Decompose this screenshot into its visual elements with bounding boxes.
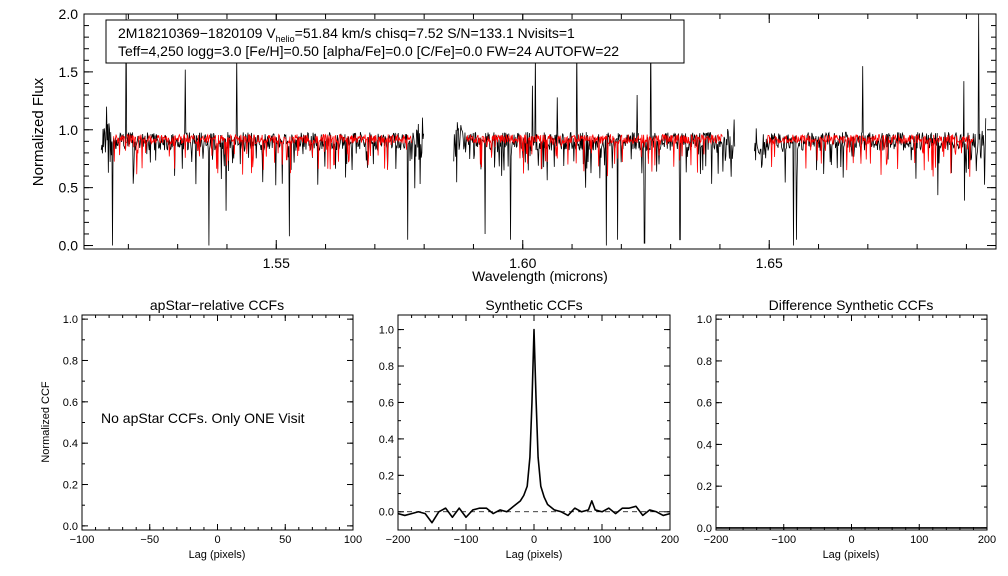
synthetic-ccf-series <box>397 328 671 524</box>
y-tick-label: 0.4 <box>697 439 712 451</box>
y-tick-label: 0.2 <box>697 481 712 493</box>
x-tick-label: 200 <box>661 534 679 546</box>
model-spectrum-chip-2 <box>465 133 723 177</box>
x-tick-label: 0 <box>214 534 220 546</box>
y-tick-label: 0.8 <box>63 355 78 367</box>
difference-ccf-panel: Difference Synthetic CCFs −200 −100 0 100 20… <box>697 297 996 561</box>
observed-spectrum-chip-3 <box>754 13 987 246</box>
no-ccf-message: No apStar CCFs. Only ONE Visit <box>101 410 305 426</box>
apstar-ccf-title: apStar−relative CCFs <box>150 297 284 313</box>
x-tick-label: 100 <box>910 534 928 546</box>
y-tick-label: 1.0 <box>59 122 79 138</box>
y-tick-label: 0.0 <box>697 523 712 535</box>
annotation-box <box>105 19 685 64</box>
spectrum-series <box>100 13 987 246</box>
synthetic-ccf-panel: Synthetic CCFs −200 −100 0 100 200 0.0 0.2 0.4 0… <box>379 297 679 561</box>
x-tick-label: 100 <box>344 534 362 546</box>
y-tick-label: 1.0 <box>379 325 394 337</box>
synthetic-ccf-line <box>397 328 671 524</box>
x-tick-label: −100 <box>70 534 95 546</box>
difference-ccf-title: Difference Synthetic CCFs <box>769 297 934 313</box>
y-tick-label: 0.6 <box>63 397 78 409</box>
y-tick-label: 0.5 <box>59 180 79 196</box>
synthetic-ccf-title: Synthetic CCFs <box>485 297 582 313</box>
model-spectrum-chip-1 <box>113 133 413 175</box>
x-tick-label: −50 <box>140 534 159 546</box>
spectrum-frame <box>83 13 997 250</box>
synthetic-ccf-x-label: Lag (pixels) <box>506 549 563 561</box>
y-tick-label: 0.0 <box>59 238 79 254</box>
x-tick-label: −200 <box>704 534 729 546</box>
y-tick-label: 0.0 <box>63 521 78 533</box>
apstar-ccf-panel: apStar−relative CCFs −100 −50 0 50 100 0.0 0.2… <box>40 297 362 561</box>
x-tick-label: 200 <box>978 534 996 546</box>
x-tick-label: 50 <box>279 534 291 546</box>
y-tick-label: 0.4 <box>379 434 394 446</box>
y-tick-label: 1.0 <box>63 314 78 326</box>
spectrum-annotation: 2M18210369−1820109 Vhelio=51.84 km/s chi… <box>105 19 685 64</box>
y-tick-label: 0.4 <box>63 438 78 450</box>
x-tick-label: −200 <box>386 534 411 546</box>
spectrum-y-label: Normalized Flux <box>30 77 47 186</box>
y-tick-label: 0.0 <box>379 507 394 519</box>
x-tick-label: 0 <box>531 534 537 546</box>
difference-ccf-axes: −200 −100 0 100 200 0.0 0.2 0.4 0.6 0.8 1.0 <box>697 314 996 546</box>
y-tick-label: 0.6 <box>697 398 712 410</box>
x-tick-label: 100 <box>593 534 611 546</box>
y-tick-label: 2.0 <box>59 6 79 22</box>
y-tick-label: 0.6 <box>379 397 394 409</box>
x-tick-label: −100 <box>771 534 796 546</box>
spectrum-x-label: Wavelength (microns) <box>472 268 608 284</box>
x-tick-label: 0 <box>848 534 854 546</box>
y-tick-label: 1.5 <box>59 64 79 80</box>
apstar-ccf-y-label: Normalized CCF <box>40 381 52 463</box>
x-tick-label: −100 <box>454 534 479 546</box>
annotation-line-1: 2M18210369−1820109 Vhelio=51.84 km/s chi… <box>118 25 575 44</box>
difference-ccf-frame <box>715 314 988 531</box>
difference-ccf-x-label: Lag (pixels) <box>823 549 880 561</box>
y-tick-label: 0.8 <box>697 356 712 368</box>
annotation-line-2: Teff=4,250 logg=3.0 [Fe/H]=0.50 [alpha/F… <box>118 43 619 59</box>
y-tick-label: 0.2 <box>379 470 394 482</box>
apstar-ccf-axes: −100 −50 0 50 100 0.0 0.2 0.4 0.6 0.8 1.0 <box>63 314 362 546</box>
observed-spectrum-chip-2 <box>453 31 736 246</box>
model-spectrum-chip-3 <box>766 133 974 177</box>
spectrum-axes: 1.55 1.60 1.65 0.0 0.5 1.0 1.5 2.0 <box>59 6 996 271</box>
x-tick-label: 1.60 <box>509 255 536 271</box>
spectrum-panel: 1.55 1.60 1.65 0.0 0.5 1.0 1.5 2.0 2M18210369−1… <box>30 6 997 284</box>
synthetic-ccf-axes: −200 −100 0 100 200 0.0 0.2 0.4 0.6 0.8 1.0 <box>379 315 679 546</box>
apstar-ccf-x-label: Lag (pixels) <box>189 549 246 561</box>
x-tick-label: 1.55 <box>263 255 290 271</box>
y-tick-label: 0.8 <box>379 361 394 373</box>
y-tick-label: 0.2 <box>63 479 78 491</box>
y-tick-label: 1.0 <box>697 314 712 326</box>
x-tick-label: 1.65 <box>756 255 783 271</box>
